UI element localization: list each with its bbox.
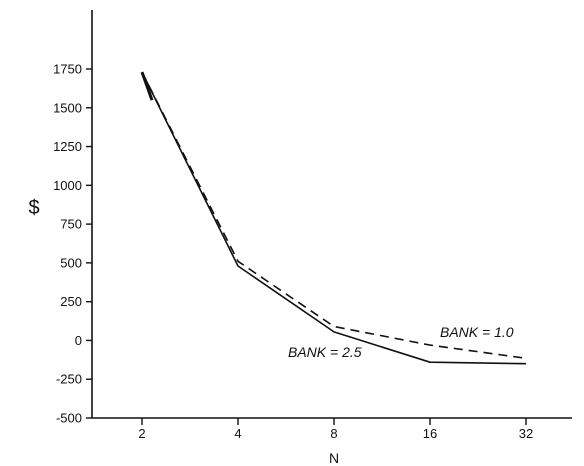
y-axis-title: $ xyxy=(28,197,39,219)
x-tick-label: 16 xyxy=(423,426,437,441)
y-tick-label: 0 xyxy=(75,333,82,348)
axes xyxy=(91,10,572,419)
y-tick-label: 1250 xyxy=(53,139,82,154)
y-tick-label: 750 xyxy=(60,217,82,232)
line-start-emphasis xyxy=(140,71,154,101)
y-tick-label: -500 xyxy=(56,411,82,426)
y-tick-label: 1750 xyxy=(53,62,82,77)
x-axis-title: N xyxy=(329,450,339,466)
x-tick-label: 2 xyxy=(138,426,145,441)
y-tick-label: 500 xyxy=(60,255,82,270)
y-tick-label: -250 xyxy=(56,372,82,387)
y-tick-label: 1000 xyxy=(53,178,82,193)
series-line-bank-2-5 xyxy=(141,71,527,365)
series-label-bank-2-5: BANK = 2.5 xyxy=(288,344,362,360)
series-line-bank-1-0 xyxy=(141,71,527,360)
y-tick-label: 1500 xyxy=(53,100,82,115)
x-tick-label: 8 xyxy=(330,426,337,441)
series-lines xyxy=(140,71,527,365)
ticks: -500 -250 0 250 500 750 1000 1250 1500 1750 2 4 8 16 3… xyxy=(53,62,533,442)
series-label-bank-1-0: BANK = 1.0 xyxy=(440,324,514,340)
y-tick-label: 250 xyxy=(60,294,82,309)
x-tick-label: 4 xyxy=(234,426,241,441)
x-tick-label: 32 xyxy=(519,426,533,441)
